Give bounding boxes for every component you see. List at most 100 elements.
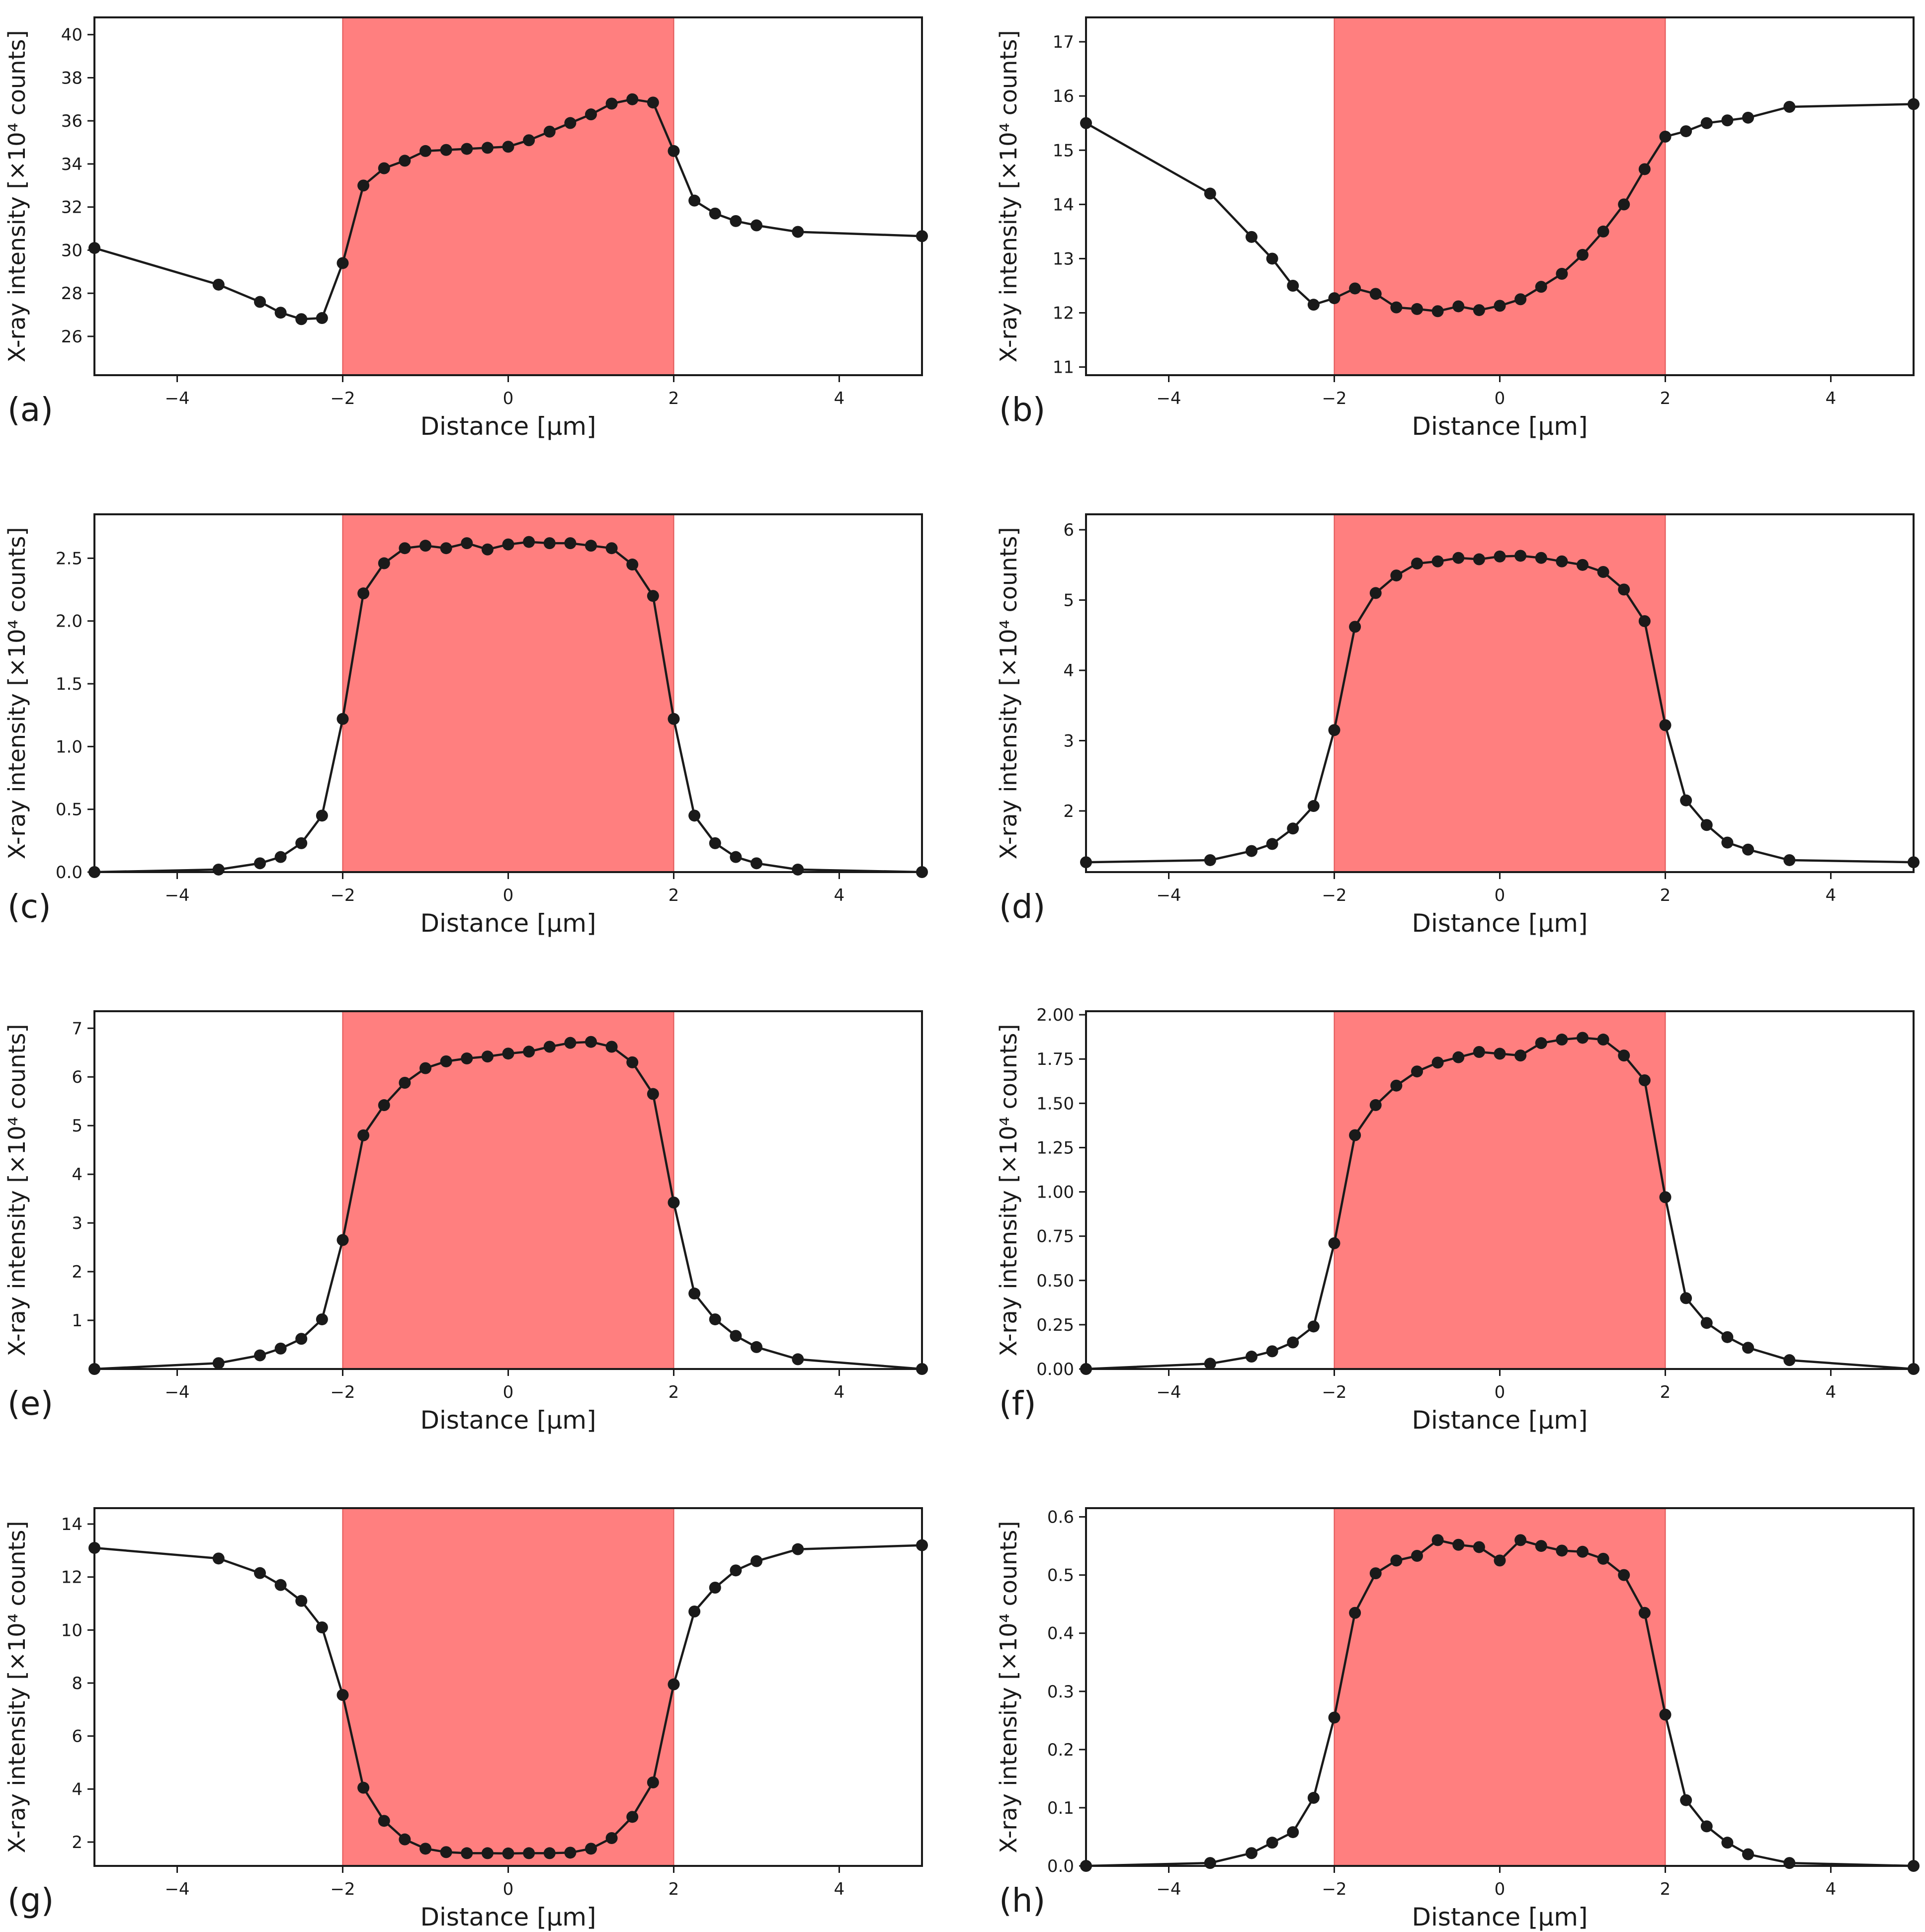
panel-a-x-tick-label: 2 (669, 389, 679, 408)
panel-b-panel-label: (b) (999, 391, 1045, 429)
panel-g-y-tick-label: 4 (72, 1779, 83, 1799)
panel-a-data-point (316, 312, 328, 324)
panel-f-data-point (1431, 1056, 1444, 1069)
panel-b-y-axis-label: X-ray intensity [×10⁴ counts] (995, 30, 1022, 363)
panel-b-data-point (1680, 125, 1692, 138)
panel-c-data-point (502, 538, 514, 551)
panel-a-data-point (419, 145, 431, 157)
panel-f-x-tick-label: −2 (1322, 1382, 1346, 1402)
panel-h-data-point (1514, 1534, 1527, 1546)
panel-f-y-tick-label: 0.25 (1036, 1315, 1074, 1335)
panel-c-data-point (751, 857, 762, 870)
panel-a-x-axis-label: Distance [μm] (420, 412, 596, 441)
panel-h-data-point (1700, 1820, 1713, 1833)
panel-a-data-point (626, 93, 639, 105)
panel-h-data-point (1369, 1567, 1382, 1580)
panel-f-y-tick-label: 2.00 (1036, 1005, 1074, 1025)
panel-b-data-point (1783, 101, 1796, 113)
panel-a-y-tick-label: 28 (61, 284, 83, 304)
panel-f-x-tick-label: −4 (1156, 1382, 1181, 1402)
panel-a-shaded-region (342, 17, 674, 376)
panel-f-data-point (1266, 1345, 1278, 1358)
panel-c-data-point (378, 557, 390, 569)
panel-c-data-point (399, 542, 411, 555)
panel-d-data-point (1556, 555, 1568, 567)
panel-e-data-point (585, 1036, 597, 1048)
panel-d-y-tick-label: 5 (1063, 591, 1074, 611)
panel-b-y-tick-label: 14 (1053, 195, 1074, 215)
panel-b-data-point (1638, 163, 1651, 175)
panel-e-data-point (254, 1349, 266, 1362)
panel-d-data-point (1535, 552, 1547, 564)
panel-f-x-tick-label: 2 (1660, 1382, 1671, 1402)
panel-f-data-point (1556, 1034, 1568, 1046)
panel-a-data-point (688, 194, 701, 207)
panel-d-data-point (1307, 800, 1320, 812)
panel-a-x-tick-label: 4 (834, 389, 845, 408)
panel-d-data-point (1700, 819, 1713, 831)
panel-f-data-point (1597, 1034, 1609, 1046)
panel-h-data-point (1328, 1711, 1340, 1724)
panel-b-data-point (1411, 303, 1423, 315)
panel-g-data-point (274, 1579, 287, 1591)
panel-c-data-point (523, 536, 535, 548)
panel-a-x-tick-label: −4 (165, 389, 189, 408)
panel-a-data-point (254, 296, 266, 308)
panel-b-data-point (1700, 117, 1713, 129)
panel-f-y-tick-label: 1.25 (1036, 1138, 1074, 1158)
panel-b-data-point (1328, 292, 1340, 305)
panel-h-data-point (1577, 1545, 1589, 1558)
panel-b-data-point (1577, 248, 1589, 261)
panel-e-data-point (523, 1046, 535, 1058)
panel-d-data-point (1721, 836, 1734, 849)
panel-c-x-axis-label: Distance [μm] (420, 909, 596, 938)
panel-a-y-tick-label: 30 (61, 241, 83, 260)
panel-h-data-point (1473, 1541, 1485, 1553)
panel-h-data-point (1349, 1607, 1361, 1619)
panel-a-y-tick-label: 26 (61, 327, 83, 347)
panel-e-data-point (357, 1129, 370, 1141)
panel-a-data-point (295, 313, 308, 325)
panel-e-data-point (336, 1234, 349, 1246)
panel-e-data-point (564, 1037, 577, 1049)
panel-g-y-tick-label: 8 (72, 1674, 83, 1693)
panel-c-data-point (647, 590, 659, 602)
panel-h-x-tick-label: −4 (1156, 1879, 1181, 1899)
panel-f-data-point (1307, 1320, 1320, 1333)
panel-e-x-tick-label: −2 (330, 1382, 355, 1402)
panel-g-x-tick-label: −2 (330, 1879, 355, 1899)
panel-d-y-tick-label: 2 (1063, 802, 1074, 821)
panel-f-data-point (1659, 1191, 1672, 1204)
panel-h-x-tick-label: 0 (1495, 1879, 1506, 1899)
panel-h-x-tick-label: 2 (1660, 1879, 1671, 1899)
panel-f-y-tick-label: 1.50 (1036, 1094, 1074, 1114)
panel-f-data-point (1328, 1237, 1340, 1249)
panel-g-data-point (647, 1776, 659, 1788)
panel-f-data-point (1577, 1032, 1589, 1044)
panel-g-data-point (792, 1543, 804, 1555)
panel-a-data-point (792, 226, 804, 238)
panel-h-y-axis-label: X-ray intensity [×10⁴ counts] (995, 1521, 1022, 1853)
panel-a-y-tick-label: 38 (61, 68, 83, 88)
panel-g-data-point (502, 1847, 514, 1859)
panel-a-data-point (585, 108, 597, 121)
panel-f-data-point (1287, 1336, 1299, 1349)
panel-g-y-tick-label: 12 (61, 1568, 83, 1588)
panel-e-data-point (461, 1052, 473, 1065)
panel-a-data-point (647, 96, 659, 109)
panel-c-x-tick-label: 4 (834, 886, 845, 905)
panel-h-data-point (1742, 1848, 1754, 1860)
panel-c-y-tick-label: 2.5 (56, 549, 83, 568)
panel-g-data-point (336, 1689, 349, 1701)
panel-c-data-point (212, 863, 225, 876)
panel-c-data-point (605, 542, 618, 555)
panel-c-data-point (792, 863, 804, 876)
panel-h-shaded-region (1334, 1508, 1666, 1866)
panel-e-y-tick-label: 3 (72, 1213, 83, 1233)
panel-g-x-tick-label: −4 (165, 1879, 189, 1899)
panel-g-data-point (461, 1847, 473, 1859)
panel-h-data-point (1535, 1540, 1547, 1552)
panel-g-data-point (730, 1564, 742, 1577)
panel-h-data-point (1494, 1554, 1506, 1567)
panel-b-x-tick-label: 4 (1826, 389, 1837, 408)
